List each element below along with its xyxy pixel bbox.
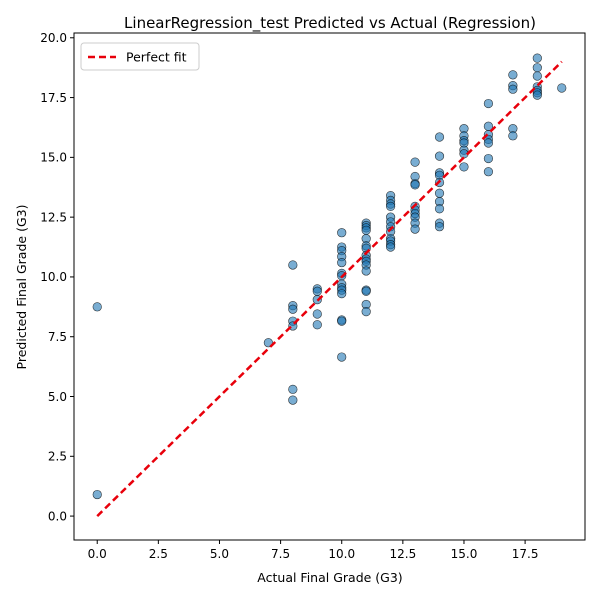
chart-title: LinearRegression_test Predicted vs Actua… <box>124 14 536 33</box>
y-axis-ticks: 0.0 2.5 5.0 7.5 10.0 12.5 15.0 17.5 20.0 <box>40 31 74 523</box>
scatter-point <box>312 286 322 296</box>
scatter-point <box>288 260 298 270</box>
scatter-point <box>483 153 494 164</box>
scatter-point <box>361 266 371 276</box>
scatter-point <box>386 242 396 252</box>
scatter-point <box>434 222 445 232</box>
y-tick-label: 20.0 <box>40 31 67 45</box>
x-tick-label: 0.0 <box>88 547 107 561</box>
fit-line-layer <box>96 60 563 517</box>
points-layer <box>92 53 567 500</box>
scatter-point <box>532 71 542 81</box>
scatter-point <box>557 83 567 93</box>
scatter-point <box>92 302 102 312</box>
scatter-point <box>410 157 420 167</box>
scatter-point <box>508 131 518 141</box>
scatter-point <box>532 90 542 100</box>
scatter-point <box>434 188 445 198</box>
y-tick-label: 7.5 <box>48 330 67 344</box>
scatter-point <box>410 224 420 234</box>
scatter-point <box>410 180 420 190</box>
scatter-point <box>361 225 371 235</box>
y-tick-label: 15.0 <box>40 151 67 165</box>
scatter-point <box>361 307 371 317</box>
scatter-point <box>361 286 371 296</box>
x-tick-label: 5.0 <box>210 547 229 561</box>
scatter-point <box>312 320 322 330</box>
scatter-point <box>483 98 494 109</box>
y-tick-label: 10.0 <box>40 270 67 284</box>
y-tick-label: 2.5 <box>48 450 67 464</box>
legend-label-perfect-fit: Perfect fit <box>126 50 187 65</box>
scatter-point <box>288 384 298 394</box>
x-axis-ticks: 0.0 2.5 5.0 7.5 10.0 12.5 15.0 17.5 <box>88 540 539 561</box>
scatter-point <box>459 162 469 172</box>
y-tick-label: 5.0 <box>48 390 67 404</box>
scatter-point <box>434 204 445 214</box>
y-tick-label: 17.5 <box>40 91 67 105</box>
y-tick-label: 0.0 <box>48 509 67 523</box>
scatter-point <box>337 352 347 362</box>
scatter-point <box>337 289 347 299</box>
perfect-fit-line <box>96 60 563 517</box>
scatter-point <box>532 53 542 63</box>
scatter-point <box>312 309 322 319</box>
scatter-point <box>288 395 298 405</box>
y-tick-label: 12.5 <box>40 210 67 224</box>
scatter-point <box>532 63 542 73</box>
scatter-point <box>508 70 518 80</box>
scatter-point <box>508 84 518 94</box>
y-axis-label: Predicted Final Grade (G3) <box>14 205 29 370</box>
x-tick-label: 2.5 <box>149 547 168 561</box>
scatter-point <box>337 257 347 268</box>
scatter-point <box>434 132 445 142</box>
scatter-point <box>92 489 102 500</box>
plot-frame <box>73 32 586 541</box>
scatter-point <box>483 167 494 177</box>
x-tick-label: 12.5 <box>389 547 416 561</box>
x-axis-label: Actual Final Grade (G3) <box>257 570 402 585</box>
scatter-point <box>386 201 396 211</box>
x-tick-label: 15.0 <box>451 547 478 561</box>
x-tick-label: 7.5 <box>271 547 290 561</box>
scatter-point <box>288 304 298 314</box>
scatter-point <box>337 228 347 238</box>
x-tick-label: 10.0 <box>328 547 355 561</box>
legend-box <box>80 42 200 71</box>
x-tick-label: 17.5 <box>512 547 539 561</box>
scatter-point <box>337 316 347 326</box>
scatter-point <box>483 138 494 148</box>
scatter-point <box>434 151 445 161</box>
legend: Perfect fit <box>80 42 200 71</box>
